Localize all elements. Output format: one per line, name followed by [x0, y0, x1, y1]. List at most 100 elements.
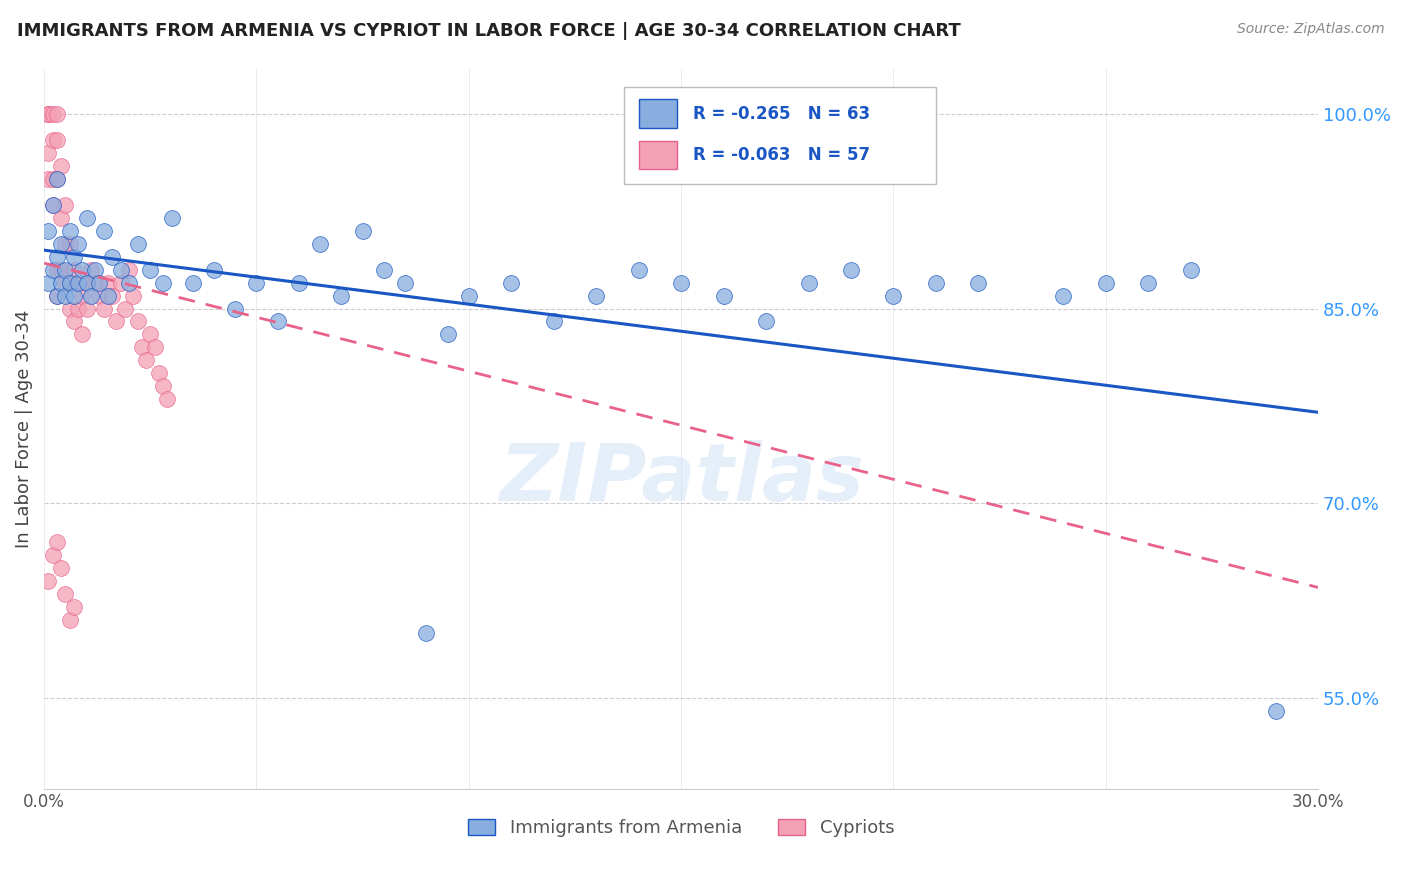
Point: [93, 224, 115, 238]
Point: [105, 314, 128, 328]
Point: [669, 276, 692, 290]
Point: [224, 301, 246, 316]
Point: [127, 314, 149, 328]
Point: [63, 288, 86, 302]
Y-axis label: In Labor Force | Age 30-34: In Labor Force | Age 30-34: [15, 310, 32, 548]
Point: [925, 276, 948, 290]
Point: [101, 250, 124, 264]
Point: [202, 262, 225, 277]
Point: [97, 288, 120, 302]
Point: [93, 301, 115, 316]
Point: [49, 262, 72, 277]
Text: ZIPatlas: ZIPatlas: [499, 440, 863, 518]
Point: [45, 535, 67, 549]
Point: [37, 171, 59, 186]
Point: [49, 159, 72, 173]
Point: [160, 211, 183, 225]
Point: [713, 288, 735, 302]
Point: [45, 171, 67, 186]
Point: [627, 262, 650, 277]
Point: [755, 314, 778, 328]
Point: [76, 211, 98, 225]
Point: [72, 327, 94, 342]
Point: [148, 367, 170, 381]
FancyBboxPatch shape: [624, 87, 936, 184]
Point: [152, 379, 174, 393]
Point: [45, 250, 67, 264]
Point: [309, 236, 332, 251]
Point: [84, 262, 107, 277]
Point: [45, 133, 67, 147]
Point: [122, 288, 145, 302]
Point: [53, 262, 76, 277]
Point: [76, 276, 98, 290]
Point: [67, 236, 90, 251]
Point: [110, 276, 132, 290]
Point: [131, 341, 153, 355]
Point: [543, 314, 565, 328]
Point: [1052, 288, 1074, 302]
Point: [49, 276, 72, 290]
Point: [53, 198, 76, 212]
Text: IMMIGRANTS FROM ARMENIA VS CYPRIOT IN LABOR FORCE | AGE 30-34 CORRELATION CHART: IMMIGRANTS FROM ARMENIA VS CYPRIOT IN LA…: [17, 22, 960, 40]
Point: [49, 236, 72, 251]
Point: [37, 276, 59, 290]
Point: [58, 613, 80, 627]
Point: [143, 341, 166, 355]
Point: [415, 625, 437, 640]
Point: [63, 250, 86, 264]
Point: [67, 301, 90, 316]
Point: [127, 236, 149, 251]
Point: [53, 288, 76, 302]
Point: [63, 314, 86, 328]
Point: [67, 276, 90, 290]
Point: [37, 107, 59, 121]
Point: [76, 301, 98, 316]
Point: [76, 276, 98, 290]
Point: [101, 288, 124, 302]
Point: [152, 276, 174, 290]
Point: [72, 288, 94, 302]
Point: [58, 276, 80, 290]
Point: [139, 327, 162, 342]
Point: [67, 276, 90, 290]
Point: [45, 288, 67, 302]
Point: [80, 262, 103, 277]
Point: [97, 276, 120, 290]
Point: [41, 548, 63, 562]
Point: [118, 276, 141, 290]
Point: [1180, 262, 1202, 277]
Point: [53, 587, 76, 601]
Point: [156, 392, 179, 407]
Legend: Immigrants from Armenia, Cypriots: Immigrants from Armenia, Cypriots: [461, 812, 901, 845]
Point: [49, 211, 72, 225]
Point: [110, 262, 132, 277]
Text: R = -0.063   N = 57: R = -0.063 N = 57: [693, 146, 870, 164]
Point: [49, 561, 72, 575]
Point: [118, 262, 141, 277]
Point: [58, 301, 80, 316]
Point: [63, 599, 86, 614]
Point: [37, 107, 59, 121]
Point: [436, 327, 458, 342]
Point: [41, 133, 63, 147]
Point: [80, 288, 103, 302]
Point: [585, 288, 607, 302]
Point: [797, 276, 820, 290]
Point: [394, 276, 416, 290]
Point: [501, 276, 523, 290]
Point: [45, 288, 67, 302]
Point: [37, 145, 59, 160]
Point: [53, 236, 76, 251]
Point: [139, 262, 162, 277]
Point: [288, 276, 311, 290]
Point: [967, 276, 990, 290]
Point: [63, 262, 86, 277]
Point: [72, 262, 94, 277]
Point: [330, 288, 353, 302]
Point: [37, 224, 59, 238]
Point: [45, 262, 67, 277]
Point: [58, 236, 80, 251]
Point: [373, 262, 395, 277]
Point: [1137, 276, 1160, 290]
